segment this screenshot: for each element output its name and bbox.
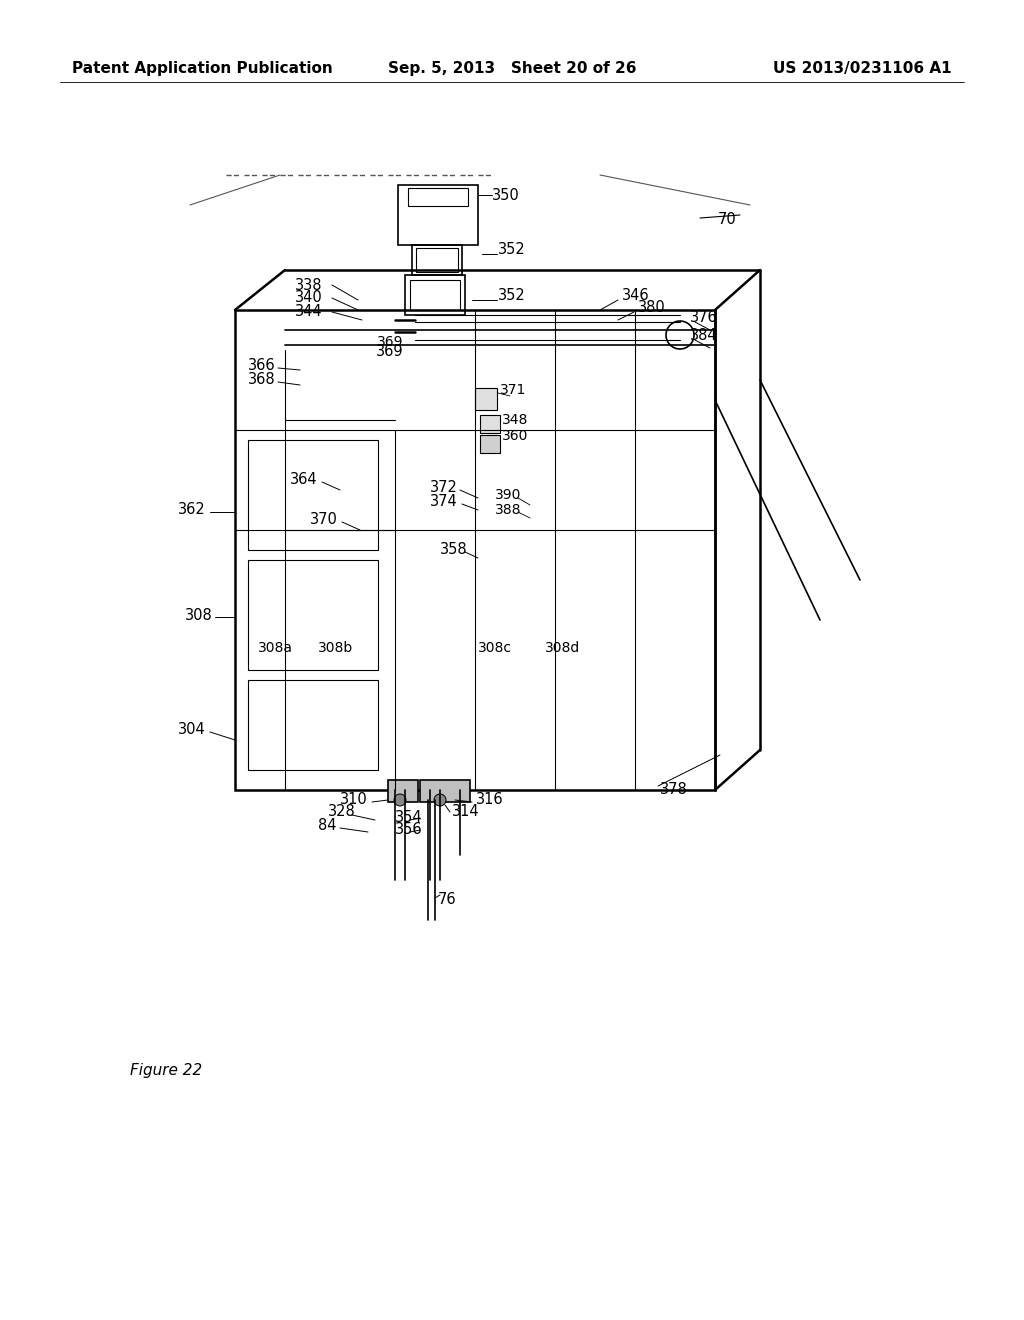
Text: 340: 340 xyxy=(295,290,323,305)
Text: 366: 366 xyxy=(248,358,275,372)
Text: 348: 348 xyxy=(502,413,528,426)
Text: 350: 350 xyxy=(492,187,520,202)
Bar xyxy=(248,560,378,671)
Text: Sep. 5, 2013   Sheet 20 of 26: Sep. 5, 2013 Sheet 20 of 26 xyxy=(388,61,636,75)
Text: 84: 84 xyxy=(318,818,337,833)
Text: US 2013/0231106 A1: US 2013/0231106 A1 xyxy=(773,61,952,75)
Text: 344: 344 xyxy=(295,305,323,319)
Text: 371: 371 xyxy=(500,383,526,397)
Bar xyxy=(480,436,500,453)
Bar xyxy=(408,187,468,206)
Text: 308a: 308a xyxy=(258,642,293,655)
Bar xyxy=(475,388,497,411)
Text: 308d: 308d xyxy=(545,642,581,655)
Bar xyxy=(406,275,465,315)
Bar xyxy=(420,780,470,803)
Circle shape xyxy=(394,795,406,807)
Bar xyxy=(248,680,378,770)
Text: 354: 354 xyxy=(395,810,423,825)
Circle shape xyxy=(434,795,446,807)
Text: 372: 372 xyxy=(430,480,458,495)
Text: 356: 356 xyxy=(395,822,423,837)
Text: 369: 369 xyxy=(377,335,403,348)
Text: 376: 376 xyxy=(690,310,718,326)
Text: 314: 314 xyxy=(452,804,479,820)
Text: 374: 374 xyxy=(430,495,458,510)
Text: Figure 22: Figure 22 xyxy=(130,1063,203,1077)
Bar xyxy=(410,280,460,310)
Text: 70: 70 xyxy=(718,213,736,227)
Text: 308b: 308b xyxy=(318,642,353,655)
Bar xyxy=(398,185,478,246)
Text: 308c: 308c xyxy=(478,642,512,655)
Bar xyxy=(480,414,500,433)
Text: Patent Application Publication: Patent Application Publication xyxy=(72,61,333,75)
Text: 368: 368 xyxy=(248,372,275,388)
Text: 362: 362 xyxy=(178,503,206,517)
Text: 316: 316 xyxy=(476,792,504,808)
Text: 308: 308 xyxy=(185,607,213,623)
Text: 328: 328 xyxy=(328,804,355,820)
Text: 384: 384 xyxy=(690,327,718,342)
Bar xyxy=(412,246,462,275)
Text: 390: 390 xyxy=(495,488,521,502)
Text: 380: 380 xyxy=(638,301,666,315)
Text: 364: 364 xyxy=(290,473,317,487)
Bar xyxy=(388,780,418,803)
Text: 352: 352 xyxy=(498,243,525,257)
Text: 352: 352 xyxy=(498,288,525,302)
Text: 76: 76 xyxy=(438,892,457,908)
Text: 388: 388 xyxy=(495,503,521,517)
Text: 310: 310 xyxy=(340,792,368,808)
Bar xyxy=(248,440,378,550)
Text: 304: 304 xyxy=(178,722,206,738)
Bar xyxy=(416,248,458,272)
Text: 378: 378 xyxy=(660,783,688,797)
Text: 370: 370 xyxy=(310,512,338,528)
Text: 360: 360 xyxy=(502,429,528,444)
Bar xyxy=(234,310,715,789)
Text: 338: 338 xyxy=(295,277,323,293)
Text: 358: 358 xyxy=(440,543,468,557)
Text: 369: 369 xyxy=(376,345,403,359)
Text: 346: 346 xyxy=(622,288,649,302)
